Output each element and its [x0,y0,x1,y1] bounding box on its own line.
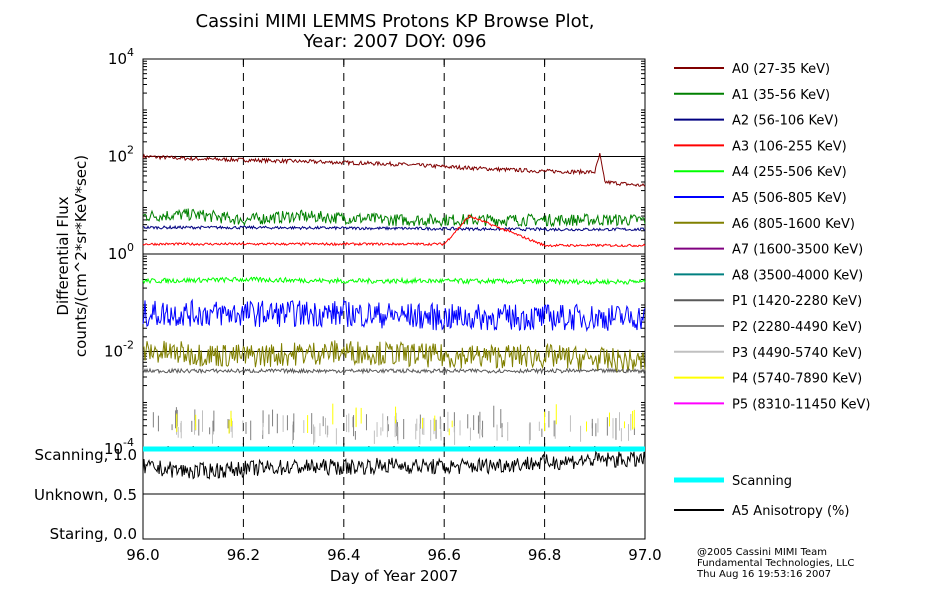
x-axis-title: Day of Year 2007 [330,567,458,585]
x-tick-label: 96.4 [327,546,360,564]
y-tick-label: 104 [108,46,134,68]
y-tick-label: 102 [108,144,134,166]
legend-label-a4: A4 (255-506 KeV) [732,165,847,180]
series-p4 [176,403,635,436]
legend-label-a6: A6 (805-1600 KeV) [732,217,855,232]
legend-label-p5: P5 (8310-11450 KeV) [732,397,870,412]
state-label-staring: Staring, 0.0 [50,525,137,543]
series-p2 [152,405,635,441]
legend-label-a5-anisotropy: A5 Anisotropy (%) [732,504,849,519]
credit-line-3: Thu Aug 16 19:53:16 2007 [696,569,831,580]
legend-label-a1: A1 (35-56 KeV) [732,88,830,103]
x-tick-label: 97.0 [628,546,661,564]
legend-label-p2: P2 (2280-4490 KeV) [732,320,862,335]
y-axis-title-line-2: counts/(cm^2*sr*KeV*sec) [72,155,90,357]
series-a1 [142,208,646,228]
legend-label-a8: A8 (3500-4000 KeV) [732,268,863,283]
state-label-unknown: Unknown, 0.5 [34,486,137,504]
plot-title-line-1: Cassini MIMI LEMMS Protons KP Browse Plo… [196,11,595,32]
x-tick-labels: 96.0 96.2 96.4 96.6 96.8 97.0 [126,546,661,564]
series-p1 [142,367,646,375]
legend-label-p4: P4 (5740-7890 KeV) [732,372,862,387]
series-a0 [142,153,646,187]
x-tick-label: 96.2 [227,546,260,564]
flux-y-tick-labels: 104 102 100 10-2 10-4 [104,46,134,458]
legend-label-scanning: Scanning [732,474,792,489]
x-tick-label: 96.0 [126,546,159,564]
x-tick-label: 96.6 [427,546,460,564]
plot-title-line-2: Year: 2007 DOY: 096 [303,31,487,52]
credit-line-1: @2005 Cassini MIMI Team [697,547,827,558]
y-axis-title-line-1: Differential Flux [54,196,72,315]
series-a2 [142,224,646,232]
legend: A0 (27-35 KeV) A1 (35-56 KeV) A2 (56-106 K… [674,62,870,519]
legend-label-a0: A0 (27-35 KeV) [732,62,830,77]
state-panel: Scanning, 1.0 Unknown, 0.5 Staring, 0.0 [34,446,646,543]
legend-label-a5: A5 (506-805 KeV) [732,191,847,206]
series-a4 [142,276,646,286]
y-tick-label: 10-2 [104,339,134,361]
state-series [142,446,646,480]
credit-line-2: Fundamental Technologies, LLC [697,558,854,569]
flux-gridlines [143,59,645,449]
series-a3 [142,214,646,248]
series-a5-anisotropy [142,450,646,480]
x-tick-label: 96.8 [528,546,561,564]
series-p3 [176,410,632,445]
series-a6 [143,340,646,373]
legend-label-a3: A3 (106-255 KeV) [732,139,847,154]
state-label-scanning: Scanning, 1.0 [34,446,137,464]
legend-label-a7: A7 (1600-3500 KeV) [732,243,863,258]
flux-series [142,153,646,445]
flux-panel: 104 102 100 10-2 10-4 [104,46,646,458]
y-tick-label: 10-4 [104,436,134,458]
y-tick-label: 100 [108,241,134,263]
series-a5 [142,298,646,333]
legend-label-a2: A2 (56-106 KeV) [732,114,838,129]
legend-label-p3: P3 (4490-5740 KeV) [732,346,862,361]
legend-label-p1: P1 (1420-2280 KeV) [732,294,862,309]
